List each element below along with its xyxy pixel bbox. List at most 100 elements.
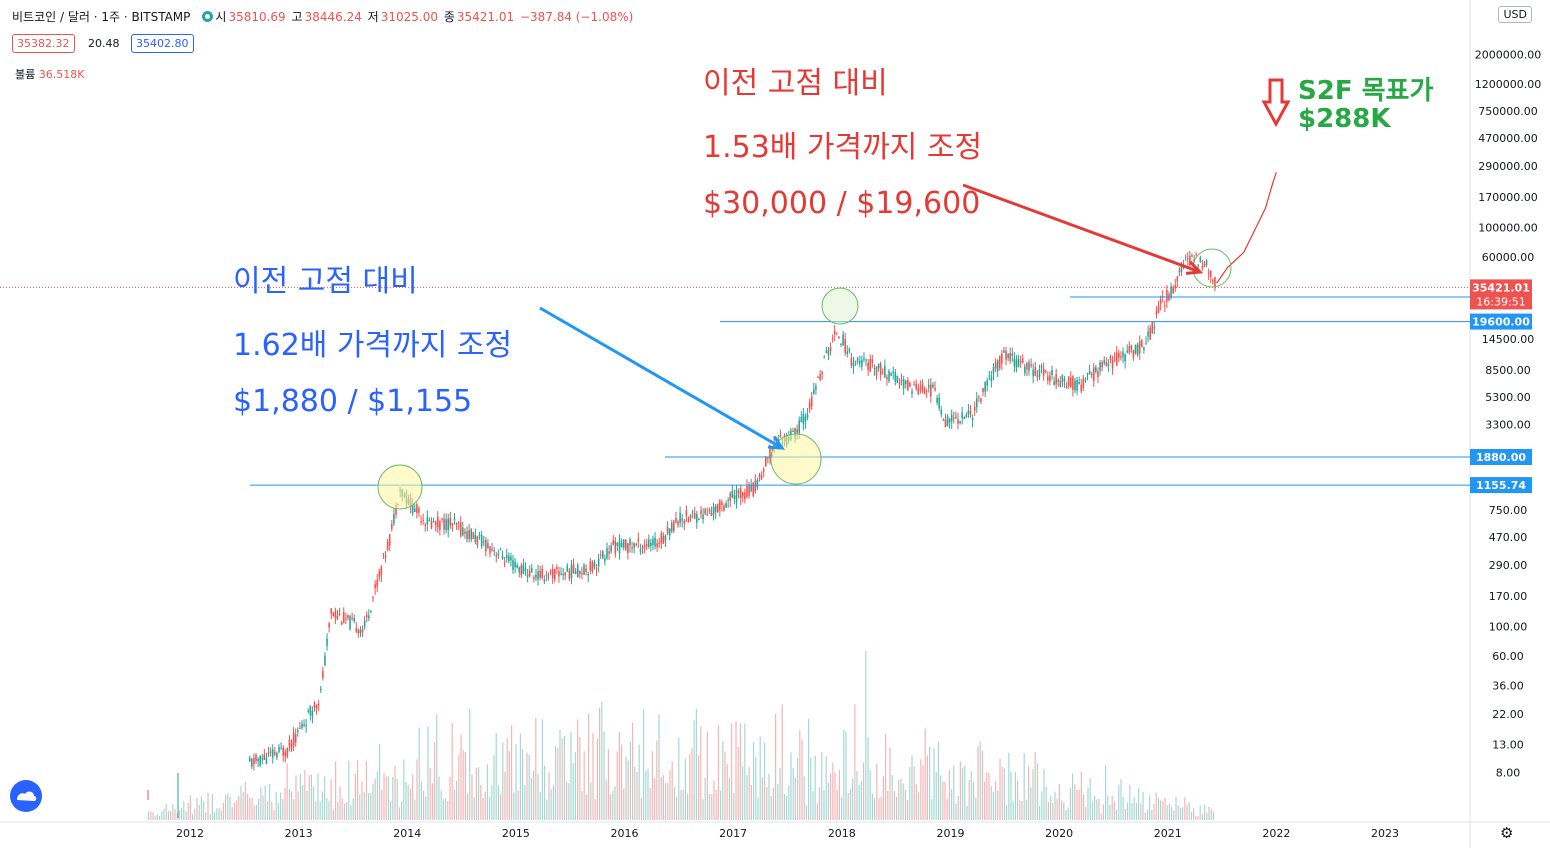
volume-bar bbox=[370, 792, 372, 820]
candle-body bbox=[760, 475, 763, 480]
volume-bar bbox=[376, 771, 378, 820]
volume-bar bbox=[220, 810, 222, 820]
volume-bar bbox=[416, 759, 418, 820]
candle-body bbox=[975, 398, 978, 408]
candle-body bbox=[869, 359, 872, 372]
volume-bar bbox=[1188, 802, 1190, 820]
volume-bar bbox=[1094, 795, 1096, 820]
volume-bar bbox=[295, 775, 297, 820]
volume-bar bbox=[720, 790, 722, 820]
candle-body bbox=[317, 703, 320, 706]
volume-bar bbox=[1206, 812, 1208, 820]
candle-body bbox=[925, 390, 928, 393]
candle-body bbox=[892, 371, 895, 373]
volume-bar bbox=[352, 798, 354, 820]
candle-body bbox=[1157, 305, 1160, 313]
volume-bar bbox=[715, 789, 717, 820]
candle-body bbox=[282, 747, 284, 756]
candle-body bbox=[1067, 376, 1070, 387]
volume-bar bbox=[623, 788, 625, 820]
candle-body bbox=[681, 518, 684, 521]
candle-body bbox=[998, 355, 1001, 369]
tradingview-logo-icon[interactable] bbox=[10, 780, 42, 812]
candle-body bbox=[748, 484, 750, 496]
candle-body bbox=[297, 730, 299, 732]
volume-bar bbox=[192, 813, 194, 820]
volume-bar bbox=[552, 785, 554, 820]
volume-bar bbox=[528, 755, 530, 820]
candle-body bbox=[932, 384, 934, 388]
eye-icon[interactable] bbox=[202, 11, 214, 22]
candle-body bbox=[539, 570, 541, 578]
candle-body bbox=[355, 628, 358, 632]
volume-bar bbox=[308, 775, 310, 820]
volume-bar bbox=[733, 792, 735, 820]
settings-gear-icon[interactable]: ⚙ bbox=[1500, 824, 1514, 842]
volume-bar bbox=[946, 798, 948, 820]
candle-body bbox=[453, 518, 456, 521]
volume-bar bbox=[764, 742, 766, 820]
volume-bar bbox=[266, 801, 268, 820]
volume-bar bbox=[671, 761, 673, 820]
candle-body bbox=[898, 382, 901, 385]
candle-body bbox=[813, 389, 815, 394]
candle-body bbox=[1030, 364, 1032, 366]
candle-body bbox=[528, 570, 531, 576]
candle-body bbox=[1184, 256, 1187, 258]
volume-bar bbox=[464, 751, 466, 820]
candle-body bbox=[1132, 350, 1135, 358]
ask-price[interactable]: 35402.80 bbox=[131, 34, 194, 53]
bid-price[interactable]: 35382.32 bbox=[12, 34, 75, 53]
candle-body bbox=[520, 565, 523, 576]
currency-badge[interactable]: USD bbox=[1498, 6, 1532, 23]
candle-body bbox=[583, 565, 585, 575]
candle-body bbox=[936, 397, 938, 403]
volume-bar bbox=[781, 704, 783, 820]
y-tick-label: 14500.00 bbox=[1482, 333, 1535, 346]
symbol-title[interactable]: 비트코인 / 달러 · 1주 · BITSTAMP bbox=[12, 10, 191, 24]
candle-body bbox=[441, 518, 443, 520]
candle-body bbox=[395, 505, 397, 515]
candle-body bbox=[558, 571, 560, 577]
volume-bar bbox=[187, 802, 189, 820]
volume-bar bbox=[955, 803, 957, 820]
candle-body bbox=[1166, 290, 1168, 302]
candle-body bbox=[445, 519, 447, 530]
candle-body bbox=[708, 510, 711, 512]
low-label: 저 bbox=[367, 10, 379, 24]
volume-bar bbox=[713, 780, 715, 820]
volume-bar bbox=[706, 731, 708, 820]
volume-bar bbox=[357, 760, 359, 820]
candle-body bbox=[384, 555, 387, 558]
volume-bar bbox=[489, 796, 491, 820]
volume-bar bbox=[975, 797, 977, 820]
volume-bar bbox=[898, 779, 900, 820]
volume-bar bbox=[1067, 807, 1069, 820]
volume-bar bbox=[656, 740, 658, 820]
volume-bar bbox=[869, 770, 871, 820]
level-label-box bbox=[1470, 477, 1532, 494]
volume-bar bbox=[662, 775, 664, 820]
low-value: 31025.00 bbox=[380, 10, 438, 24]
volume-bar bbox=[566, 781, 568, 820]
candle-body bbox=[418, 508, 420, 513]
volume-bar bbox=[761, 777, 763, 820]
candle-body bbox=[501, 555, 504, 559]
candle-body bbox=[1057, 379, 1060, 382]
volume-bar bbox=[834, 772, 836, 820]
volume-bar bbox=[746, 775, 748, 820]
blue-annotation-line3: $1,880 / $1,155 bbox=[233, 384, 473, 419]
candle-body bbox=[639, 549, 642, 552]
volume-bar bbox=[871, 793, 873, 820]
candle-body bbox=[911, 391, 913, 394]
open-value: 35810.69 bbox=[228, 10, 286, 24]
volume-bar bbox=[460, 734, 462, 820]
volume-bar bbox=[361, 781, 363, 820]
volume-bar bbox=[418, 727, 420, 820]
volume-bar bbox=[1138, 788, 1140, 820]
candle-body bbox=[744, 492, 746, 500]
candle-body bbox=[589, 561, 592, 571]
candle-body bbox=[739, 488, 742, 499]
x-tick-label: 2014 bbox=[393, 827, 421, 840]
